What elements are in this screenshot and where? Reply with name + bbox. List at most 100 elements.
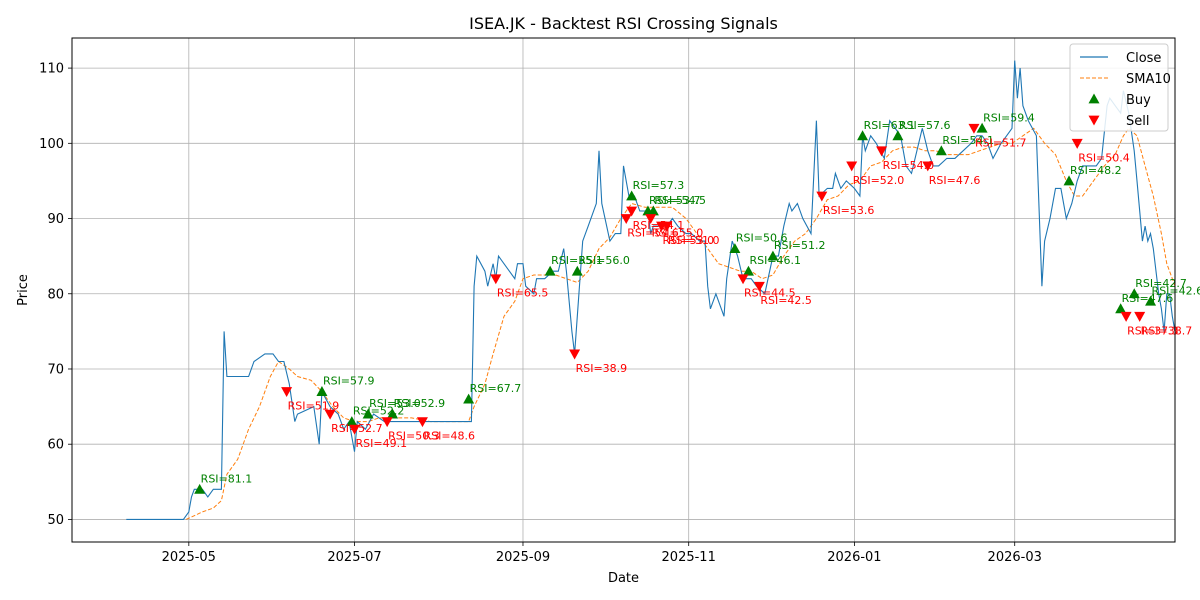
- buy-annotation: RSI=46.1: [749, 254, 801, 267]
- y-tick-label: 60: [47, 438, 64, 453]
- buy-annotation: RSI=53.7: [649, 194, 701, 207]
- sell-marker: [349, 424, 361, 435]
- x-tick-label: 2025-09: [496, 550, 550, 565]
- buy-annotation: RSI=51.2: [774, 239, 826, 252]
- sell-marker: [416, 417, 428, 428]
- y-axis-ticks: 50 60 70 80 90 100 110: [39, 62, 72, 528]
- signal-annotations: RSI=81.1RSI=57.9RSI=52.2RSI=53.0RSI=52.9…: [201, 111, 1200, 485]
- buy-marker: [767, 250, 779, 261]
- sell-marker: [753, 281, 765, 292]
- sell-marker: [816, 191, 828, 202]
- signal-markers: [194, 122, 1157, 494]
- sell-annotation: RSI=48.6: [423, 430, 475, 443]
- plot-frame: [71, 37, 1176, 543]
- buy-annotation: RSI=57.6: [899, 119, 951, 132]
- buy-marker: [346, 416, 358, 427]
- buy-marker: [194, 483, 206, 494]
- buy-marker: [892, 130, 904, 141]
- sell-marker: [626, 206, 638, 217]
- x-tick-label: 2025-07: [327, 550, 381, 565]
- sell-annotation: RSI=51.9: [288, 400, 340, 413]
- x-tick-label: 2025-11: [662, 550, 716, 565]
- y-tick-label: 70: [47, 362, 64, 377]
- buy-annotation: RSI=52.9: [394, 397, 446, 410]
- legend: Close SMA10 Buy Sell: [1069, 43, 1171, 132]
- buy-marker: [1128, 288, 1140, 299]
- x-axis-ticks: 2025-05 2025-07 2025-09 2025-11 2026-01 2026-…: [162, 542, 1042, 565]
- buy-marker: [729, 243, 741, 254]
- buy-marker: [1145, 295, 1157, 306]
- sell-annotation: RSI=52.7: [331, 422, 383, 435]
- sell-annotation: RSI=42.5: [760, 294, 812, 307]
- sell-annotation: RSI=54.6: [627, 227, 679, 240]
- sell-annotation: RSI=53.0: [663, 234, 715, 247]
- sell-annotation: RSI=55.0: [652, 227, 704, 240]
- buy-annotation: RSI=42.7: [1135, 277, 1187, 290]
- buy-marker: [935, 145, 947, 156]
- sell-marker: [1120, 311, 1132, 322]
- y-tick-label: 100: [39, 137, 64, 152]
- buy-annotation: RSI=52.2: [353, 405, 405, 418]
- y-tick-label: 110: [39, 62, 64, 77]
- sell-marker: [620, 214, 632, 225]
- sell-annotation: RSI=44.5: [744, 287, 796, 300]
- buy-annotation: RSI=67.7: [470, 382, 522, 395]
- y-tick-label: 50: [47, 513, 64, 528]
- sell-annotation: RSI=50.4: [1078, 151, 1130, 164]
- grid-lines: [72, 38, 1175, 542]
- sell-annotation: RSI=51.7: [975, 136, 1027, 149]
- chart-title: ISEA.JK - Backtest RSI Crossing Signals: [469, 14, 778, 33]
- buy-marker: [544, 265, 556, 276]
- buy-marker: [571, 265, 583, 276]
- sell-annotation: RSI=54.1: [633, 219, 685, 232]
- buy-marker: [647, 205, 659, 216]
- sell-marker: [968, 123, 980, 134]
- close-line: [126, 60, 1176, 520]
- y-axis-label: Price: [16, 274, 31, 306]
- legend-sell-swatch: [1088, 115, 1100, 126]
- sell-marker: [569, 349, 581, 360]
- buy-annotation: RSI=57.9: [323, 375, 375, 388]
- buy-marker: [387, 408, 399, 419]
- legend-label: Buy: [1126, 93, 1151, 108]
- sell-marker: [846, 161, 858, 172]
- sell-annotation: RSI=52.0: [853, 174, 905, 187]
- legend-box: [1069, 43, 1169, 132]
- legend-label: Close: [1126, 51, 1161, 66]
- sell-annotation: RSI=37.3: [1127, 324, 1179, 337]
- sell-marker: [381, 417, 393, 428]
- x-tick-label: 2026-01: [827, 550, 881, 565]
- sell-annotation: RSI=47.6: [929, 174, 981, 187]
- buy-annotation: RSI=53.0: [369, 397, 421, 410]
- sell-marker: [661, 221, 673, 232]
- x-axis-label: Date: [608, 571, 639, 586]
- sell-annotation: RSI=50.3: [388, 430, 440, 443]
- buy-marker: [1115, 303, 1127, 314]
- buy-annotation: RSI=55.1: [551, 254, 603, 267]
- sell-marker: [737, 274, 749, 285]
- sell-annotation: RSI=38.7: [1141, 324, 1193, 337]
- buy-marker: [742, 265, 754, 276]
- buy-annotation: RSI=54.5: [654, 194, 706, 207]
- buy-annotation: RSI=42.6: [1152, 284, 1200, 297]
- sell-annotation: RSI=54.0: [883, 159, 935, 172]
- buy-annotation: RSI=59.4: [983, 111, 1035, 124]
- legend-buy-swatch: [1088, 93, 1100, 104]
- sell-annotation: RSI=38.9: [576, 362, 628, 375]
- buy-marker: [976, 122, 988, 133]
- sell-marker: [490, 274, 502, 285]
- buy-annotation: RSI=50.6: [736, 232, 788, 245]
- sma10-series: [185, 127, 1176, 520]
- buy-marker: [1063, 175, 1075, 186]
- sell-annotation: RSI=53.6: [823, 204, 875, 217]
- sell-marker: [876, 146, 888, 157]
- sma10-line: [185, 127, 1176, 520]
- sell-annotation: RSI=49.1: [356, 437, 408, 450]
- sell-marker: [645, 214, 657, 225]
- buy-annotation: RSI=81.1: [201, 472, 253, 485]
- y-tick-label: 80: [47, 287, 64, 302]
- legend-label: Sell: [1126, 114, 1149, 129]
- buy-annotation: RSI=47.6: [1122, 292, 1174, 305]
- buy-marker: [626, 190, 638, 201]
